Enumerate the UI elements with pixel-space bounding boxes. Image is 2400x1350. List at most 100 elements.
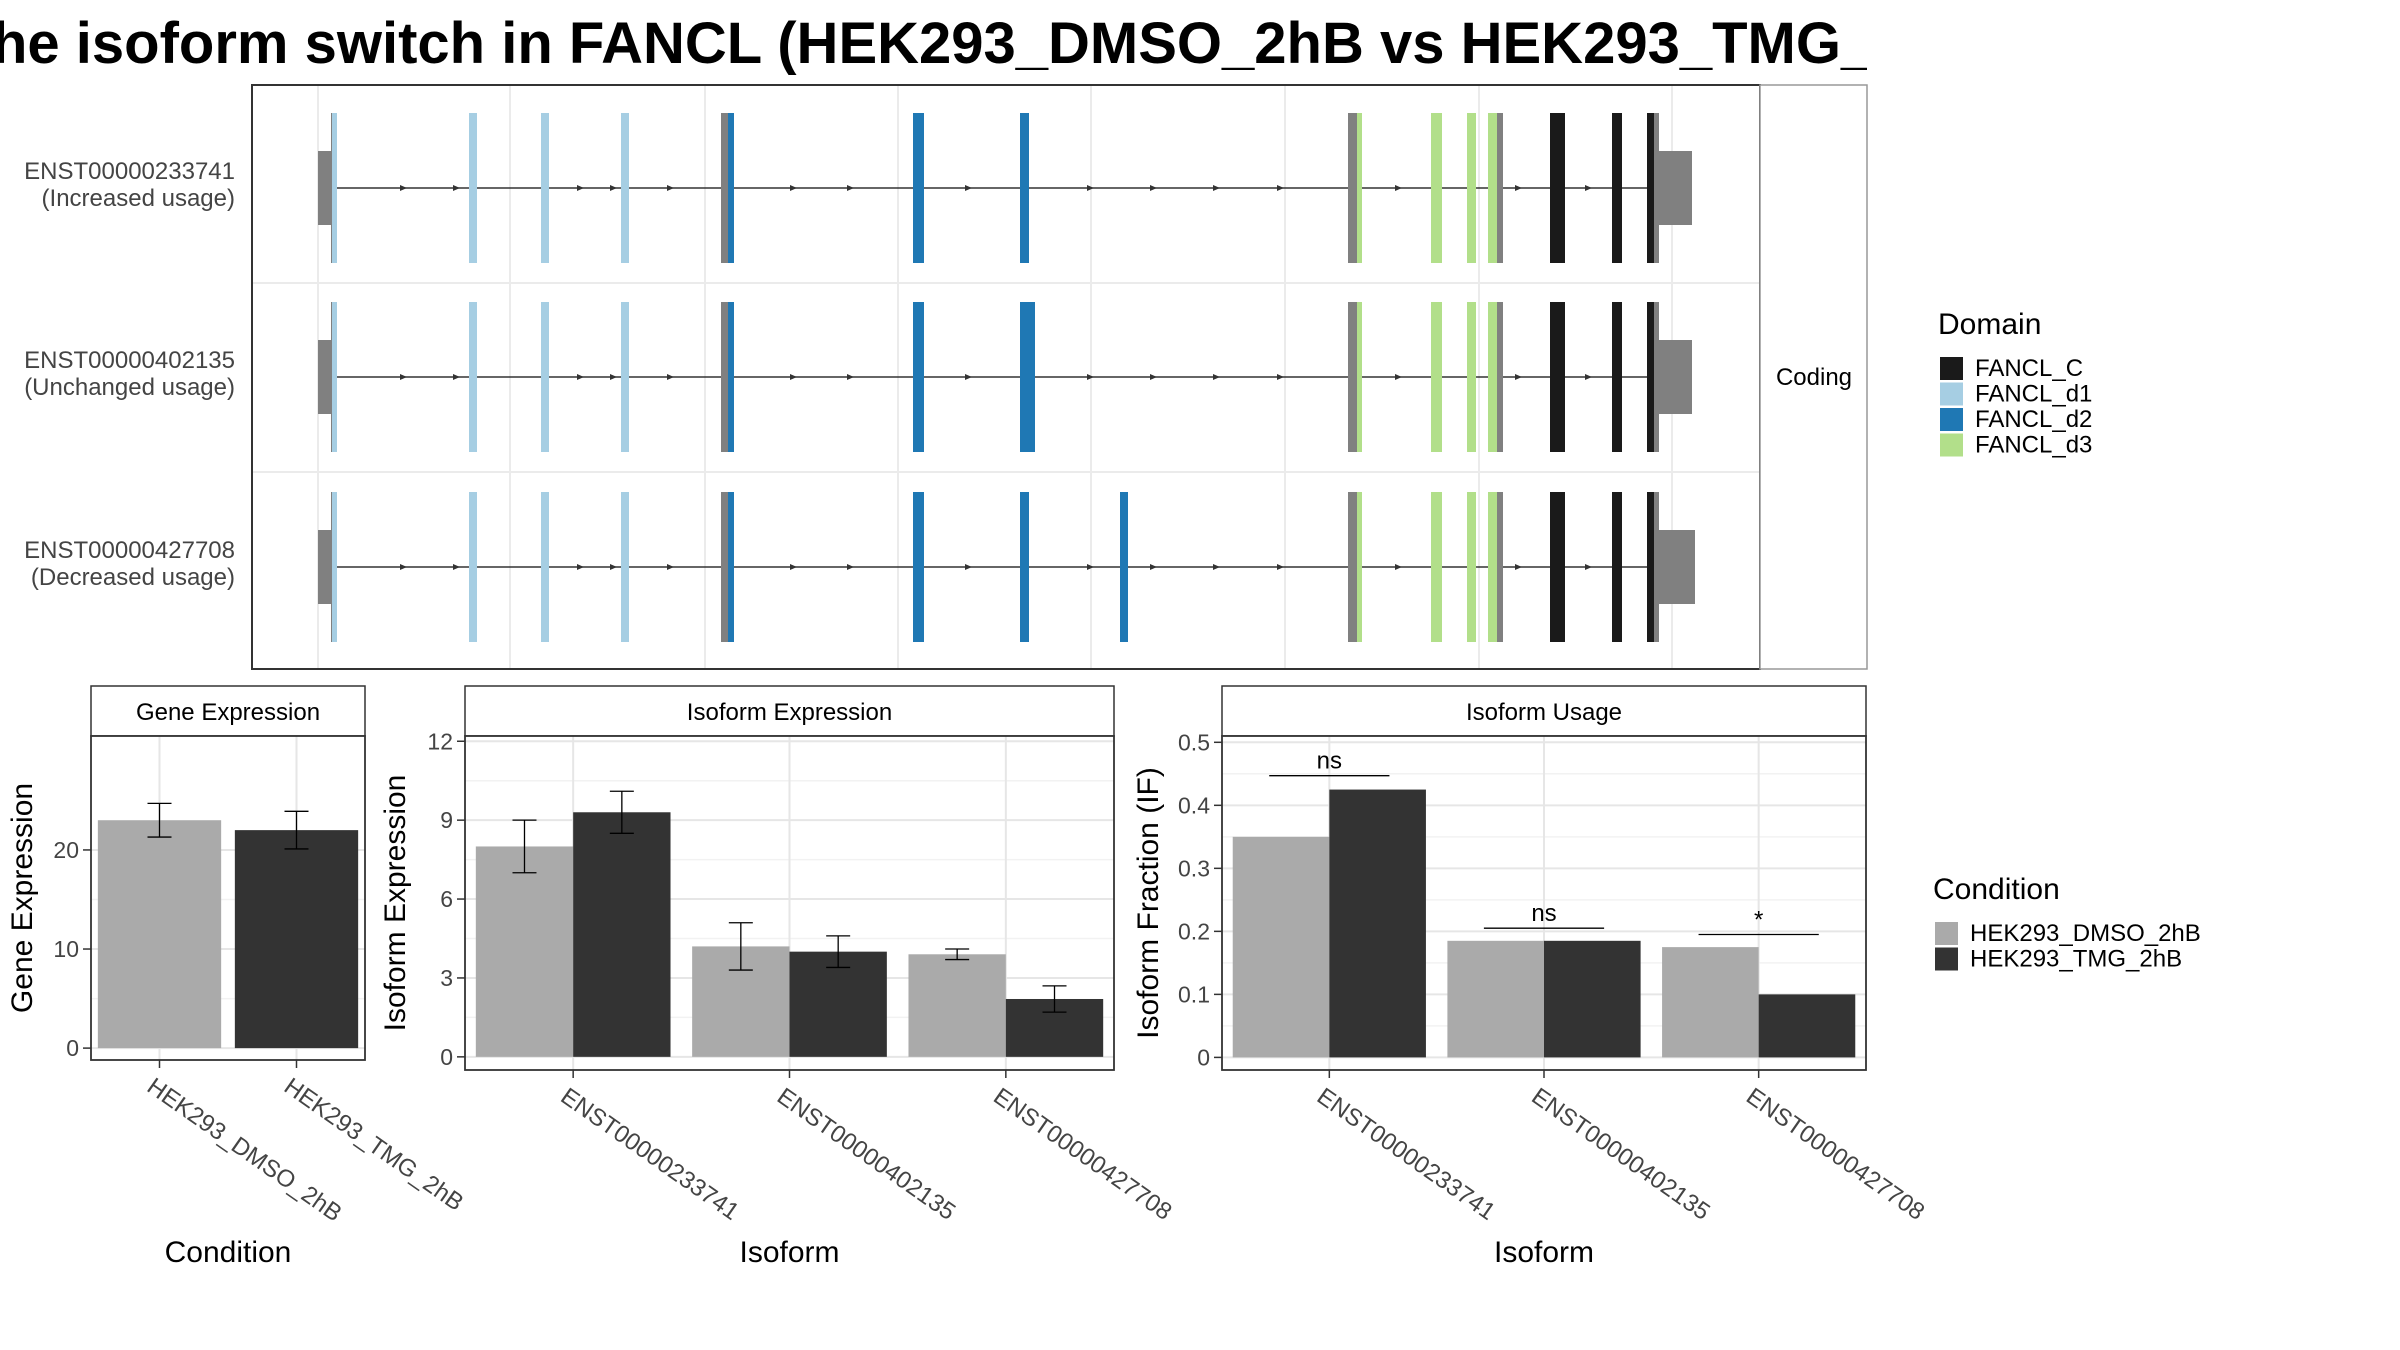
exon-fancl-d1 [621,302,629,452]
exon-fancl-c [1647,113,1654,263]
strand-arrow [1277,564,1284,570]
exon-fancl-d2 [1020,302,1035,452]
exon-fancl-d3 [1431,492,1442,642]
bar [573,812,671,1057]
significance-label: ns [1531,900,1556,927]
strand-arrow [400,374,407,380]
exon-fancl-c [1612,113,1622,263]
transcript-usage-label: (Unchanged usage) [24,374,235,401]
x-tick-label: ENST00000402135 [1527,1083,1715,1226]
y-tick-label: 0 [1197,1044,1210,1070]
strand-arrow [1150,374,1157,380]
condition-legend-swatch [1935,922,1958,945]
exon-fancl-c [1550,492,1565,642]
exon-fancl-d1 [541,492,549,642]
panel-strip [90,685,366,737]
panel-strip [1221,685,1867,737]
significance-label: * [1754,907,1763,934]
strand-arrow [1395,185,1402,191]
y-axis-title: Gene Expression [6,783,39,1013]
strand-arrow [577,374,584,380]
bar [1758,994,1856,1058]
strand-arrow [1515,185,1522,191]
exon-fancl-d2 [728,492,734,642]
exon-fancl-d1 [469,113,477,263]
strand-arrow [1087,564,1094,570]
y-tick-label: 10 [53,936,79,962]
noncoding-exon [1348,302,1357,452]
exon-fancl-d1 [621,113,629,263]
exon-fancl-d3 [1467,492,1476,642]
noncoding-exon [1348,113,1357,263]
strand-arrow [610,185,617,191]
bar [1544,940,1641,1058]
strand-arrow [400,185,407,191]
strand-arrow [577,185,584,191]
exon-fancl-d3 [1357,302,1362,452]
y-tick-label: 0.5 [1178,729,1210,755]
transcript-id: ENST00000402135 [24,347,235,374]
strand-arrow [1585,374,1592,380]
transcript-model: ENST00000427708(Decreased usage) [24,492,1695,642]
bar [97,820,222,1049]
exon-fancl-d2 [913,492,924,642]
exon-fancl-d3 [1467,113,1476,263]
strand-arrow [847,374,854,380]
exon-fancl-d1 [469,302,477,452]
exon-fancl-c [1647,302,1654,452]
strand-arrow [790,564,797,570]
y-tick-label: 20 [53,837,79,863]
exon-fancl-d3 [1488,492,1497,642]
exon-fancl-d3 [1357,113,1362,263]
domain-legend-swatch [1940,382,1963,406]
condition-legend-label: HEK293_DMSO_2hB [1970,920,2201,947]
strand-arrow [1213,185,1220,191]
significance-label: ns [1317,748,1342,775]
strand-arrow [1515,374,1522,380]
exon-fancl-d2 [728,302,734,452]
y-tick-label: 0 [440,1044,453,1070]
exon-fancl-c [1612,492,1622,642]
exon-fancl-d1 [469,492,477,642]
y-axis-title: Isoform Fraction (IF) [1132,767,1165,1039]
utr-5prime [318,151,333,225]
exon-fancl-d3 [1488,113,1497,263]
exon-fancl-c [1612,302,1622,452]
panel-title: Isoform Expression [687,699,892,726]
transcript-id: ENST00000233741 [24,158,235,185]
strand-arrow [1087,185,1094,191]
utr-3prime [1659,530,1695,604]
strand-arrow [1277,374,1284,380]
bar [908,954,1006,1057]
condition-legend-label: HEK293_TMG_2hB [1970,946,2182,973]
strand-arrow [1277,185,1284,191]
transcript-model: ENST00000233741(Increased usage) [24,113,1692,263]
bar [789,951,887,1057]
strand-arrow [610,374,617,380]
strand-arrow [1585,185,1592,191]
strand-arrow [577,564,584,570]
exon-fancl-c [1550,302,1565,452]
strand-arrow [1585,564,1592,570]
noncoding-exon [1654,492,1659,642]
bar [1447,940,1544,1058]
strand-arrow [1395,564,1402,570]
noncoding-exon [1348,492,1357,642]
strand-arrow [965,185,972,191]
transcript-model: ENST00000402135(Unchanged usage) [24,302,1692,452]
y-tick-label: 6 [440,886,453,912]
strand-arrow [400,564,407,570]
strand-arrow [790,185,797,191]
exon-fancl-d2 [913,302,924,452]
strand-arrow [667,564,674,570]
domain-legend-label: FANCL_d3 [1975,432,2092,459]
strand-arrow [847,564,854,570]
strand-arrow [667,185,674,191]
utr-5prime [318,340,333,414]
exon-fancl-d1 [332,492,337,642]
exon-fancl-d2 [1120,492,1128,642]
x-axis-title: Isoform [739,1236,839,1269]
strand-arrow [1395,374,1402,380]
exon-fancl-d3 [1431,302,1442,452]
